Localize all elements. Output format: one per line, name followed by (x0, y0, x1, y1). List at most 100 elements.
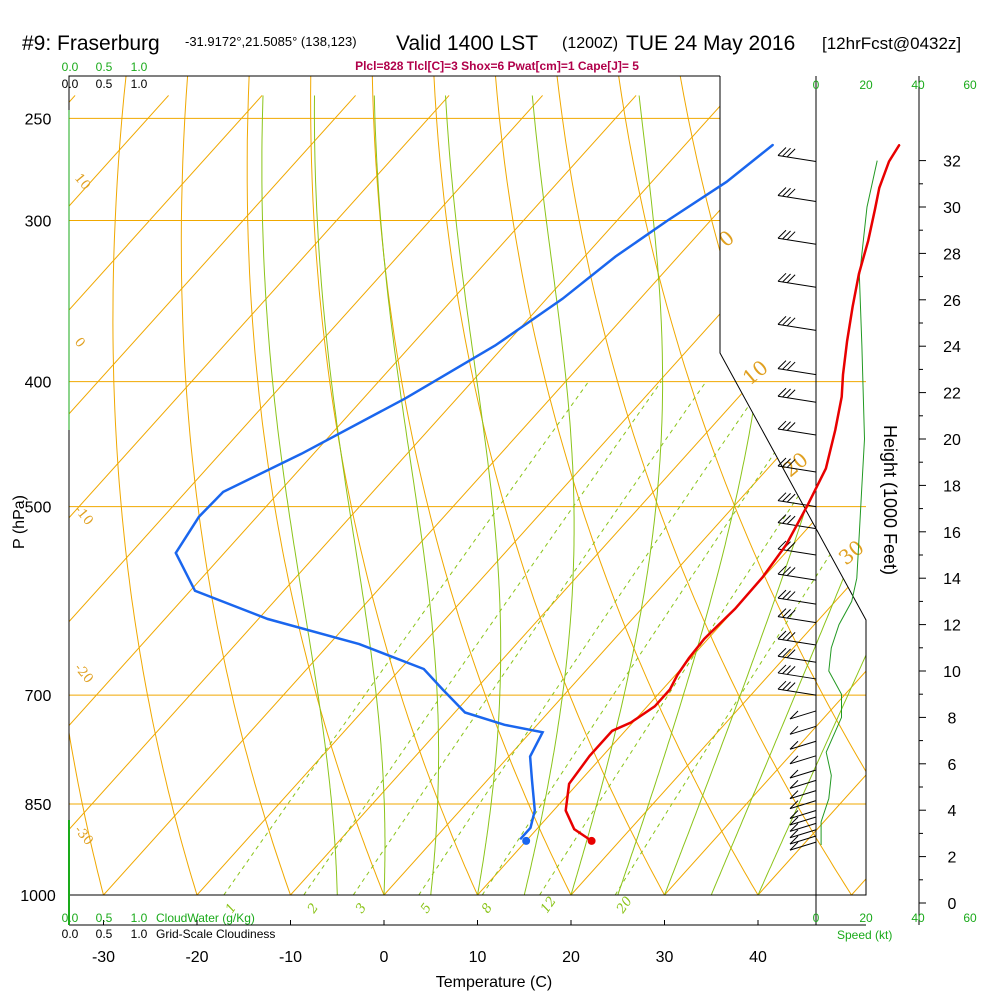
temperature-point (785, 543, 787, 546)
temperature-point (874, 208, 876, 210)
wind-barb-staff (789, 740, 817, 750)
wind-barb-flag (777, 387, 787, 397)
wind-barb-flag (777, 608, 787, 618)
wind-barb-staff (777, 548, 817, 556)
wind-barb-flag (786, 515, 796, 525)
speed-tick-label-top: 0 (813, 78, 820, 92)
wind-barb-flag (782, 515, 791, 524)
mixing-ratio-line (223, 381, 589, 895)
wind-barb-staff (789, 800, 817, 810)
wind-barb-flag (777, 272, 787, 282)
wind-barb-staff (777, 616, 817, 624)
moist-adiabat-line (523, 95, 575, 895)
moist-adiabat-line (261, 95, 338, 895)
dry-adiabat-line (180, 76, 301, 895)
wind-barb-staff (777, 672, 817, 680)
dewpoint-point (405, 397, 407, 399)
temperature-point (654, 705, 656, 707)
isotherm-line (290, 95, 866, 895)
wind-barb-flag (789, 725, 799, 735)
cloudiness-scale-bottom: 0.5 (96, 927, 113, 941)
height-tick-label: 20 (943, 432, 961, 449)
dewpoint-point (561, 298, 564, 300)
wind-barb-flag (777, 589, 787, 599)
dry-adiabat-label: 0 (71, 335, 88, 351)
dewpoint-point (666, 219, 669, 222)
dewpoint-point (541, 731, 544, 733)
speed-tick-label-top: 40 (911, 78, 925, 92)
temperature-point (858, 273, 860, 275)
wind-barb-staff (777, 194, 817, 202)
temperature-point (806, 504, 809, 507)
temperature-point (669, 688, 671, 691)
dewpoint-point (534, 809, 536, 812)
plot-frame (68, 75, 867, 896)
pressure-tick-label: 850 (25, 797, 52, 814)
speed-tick-label-bottom: 20 (859, 911, 873, 925)
wind-barb-flag (777, 565, 787, 575)
cloudwater-scale-top: 1.0 (131, 60, 148, 74)
wind-barb-flag (782, 648, 791, 658)
wind-barb-flag (786, 682, 796, 691)
dry-adiabat-line (617, 76, 866, 895)
pressure-tick-label: 1000 (20, 888, 56, 905)
cloudwater-scale-bottom: 0.0 (62, 911, 79, 925)
wind-barb-flag (786, 493, 796, 503)
wind-barb-flag (777, 647, 787, 657)
wind-barb-flag (782, 388, 791, 398)
mixing-ratio-line (418, 381, 766, 895)
temperature-point (565, 809, 567, 812)
cloudiness-scale-top: 0.0 (62, 77, 79, 91)
temperature-point (734, 608, 736, 610)
height-tick-label: 30 (943, 200, 961, 217)
wind-barb-flag (782, 230, 791, 240)
mixing-ratio-label: 2 (304, 901, 322, 917)
wind-barb-flag (786, 188, 796, 198)
height-tick-label: 16 (943, 525, 961, 542)
isotherm-label: 30 (834, 535, 869, 570)
speed-tick-label-bottom: 40 (911, 911, 925, 925)
height-tick-label: 26 (943, 293, 961, 310)
temperature-point (762, 576, 764, 578)
height-tick-label: 4 (948, 803, 957, 820)
forecast-date: TUE 24 May 2016 (626, 32, 795, 55)
temperature-tick-label: -30 (92, 949, 115, 966)
cloud-scales: 0.0 0.0 0.5 0.5 1.0 1.0 0.0 0.0 0.5 0.5 1.0 1.0 (62, 60, 148, 941)
speed-tick-label-top: 60 (963, 78, 977, 92)
height-tick-label: 18 (943, 478, 961, 495)
temperature-point (688, 657, 690, 659)
wind-barb-staff (789, 816, 817, 826)
isotherm-lines (69, 95, 866, 895)
temperature-point (842, 374, 844, 376)
wind-barb-flag (789, 823, 799, 832)
isotherm-line (103, 95, 824, 895)
wind-barb-flag (786, 389, 796, 399)
dry-adiabat-lines (69, 76, 866, 895)
dry-adiabat-line (740, 76, 866, 895)
cloudwater-scale-bottom: 0.5 (96, 911, 113, 925)
pressure-axis-title: P (hPa) (11, 495, 28, 549)
pressure-tick-label: 500 (25, 500, 52, 517)
wind-barb-flag (782, 631, 791, 641)
pressure-tick-label: 250 (25, 111, 52, 128)
wind-barb-flag (782, 590, 791, 600)
dry-adiabat-label: -20 (71, 661, 96, 687)
dewpoint-point (726, 181, 728, 183)
cloudwater-scale-bottom: 1.0 (131, 911, 148, 925)
wind-barb-flag (789, 800, 799, 809)
height-tick-label: 0 (948, 896, 957, 913)
mixing-ratio-label: 5 (418, 901, 435, 916)
wind-barb-flag (786, 609, 796, 619)
wind-barb-staff (777, 368, 817, 376)
height-axis-title: Height (1000 Feet) (880, 425, 900, 575)
temperature-point (703, 638, 705, 640)
temperature-axis-title: Temperature (C) (436, 974, 552, 991)
dewpoint-point (267, 618, 269, 620)
station-title: #9: Fraserburg (22, 32, 160, 55)
wind-barb-staff (789, 790, 817, 800)
dewpoint-point (772, 144, 774, 146)
dry-adiabat-line (310, 76, 491, 895)
cloudiness-caption: Grid-Scale Cloudiness (156, 927, 275, 941)
wind-barb-staff (777, 323, 817, 331)
